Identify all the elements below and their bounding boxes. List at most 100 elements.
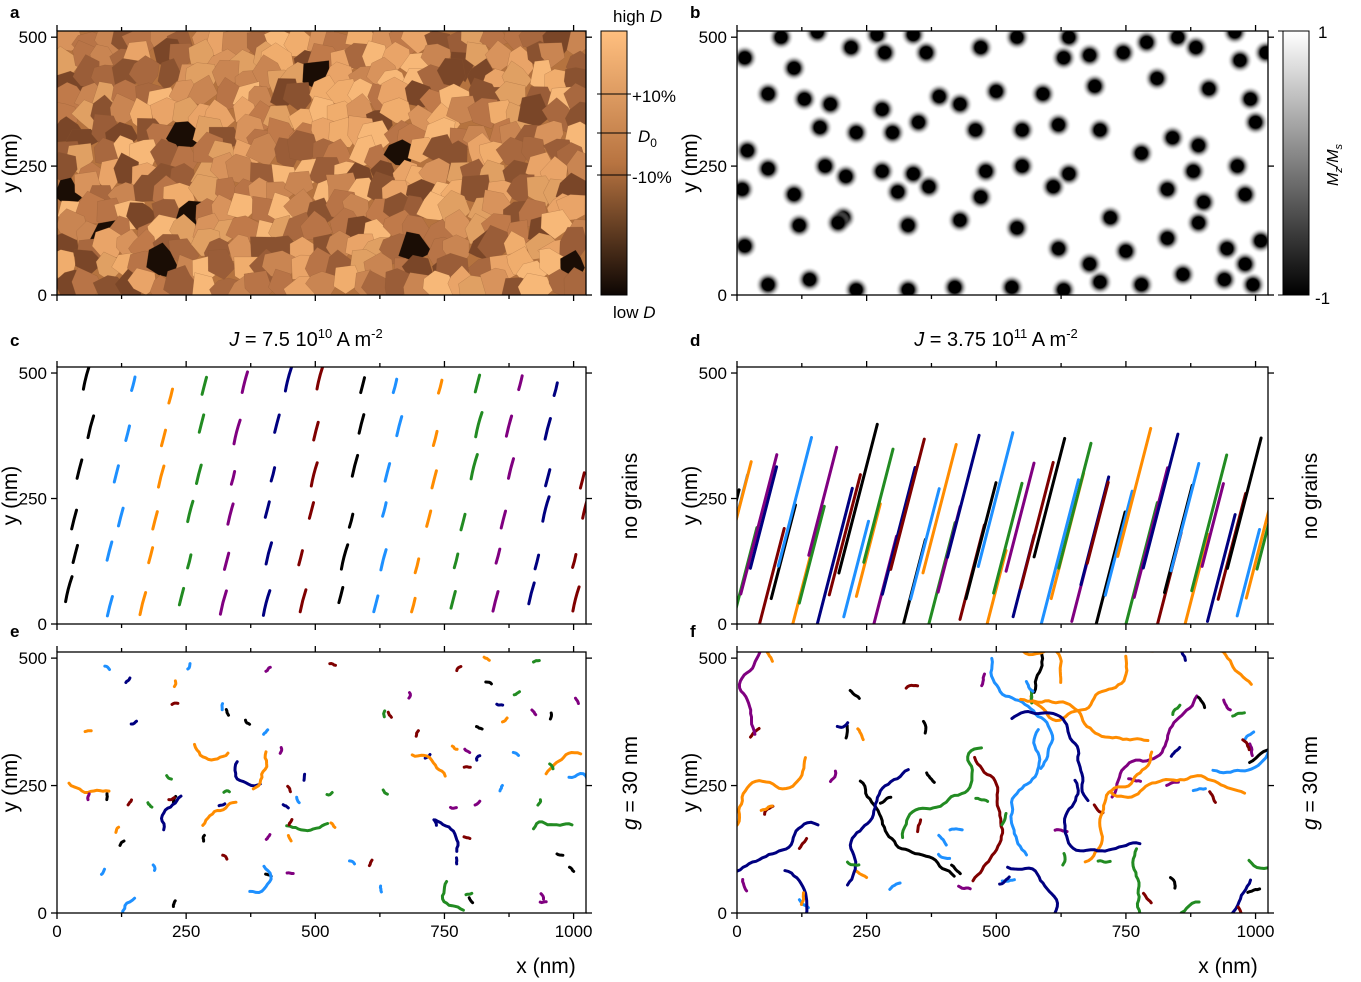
skyrmion xyxy=(1169,261,1196,288)
trajectory xyxy=(1196,695,1207,710)
trajectory xyxy=(739,453,779,596)
skyrmion xyxy=(1239,271,1266,295)
trajectory xyxy=(904,683,920,690)
trajectory xyxy=(432,818,438,827)
ytick-label: 0 xyxy=(718,286,727,305)
trajectory xyxy=(916,818,923,834)
y-axis-label: y (nm) xyxy=(679,466,702,526)
colorbar-a-bottom: low D xyxy=(613,303,656,322)
trajectory xyxy=(1241,738,1251,752)
colorbar-b-max: 1 xyxy=(1318,23,1327,42)
trajectory xyxy=(589,424,593,439)
skyrmion xyxy=(737,176,756,203)
trajectory xyxy=(1222,698,1232,712)
trajectory xyxy=(783,869,809,913)
trajectory xyxy=(261,589,272,617)
trajectory xyxy=(1019,460,1055,590)
skyrmion xyxy=(1232,181,1259,208)
trajectory xyxy=(379,548,388,572)
trajectory xyxy=(737,652,762,736)
trajectory xyxy=(463,747,472,755)
skyrmion xyxy=(1045,235,1072,262)
trajectory xyxy=(1248,748,1268,764)
ytick-label: 0 xyxy=(718,904,727,923)
colorbar-a-label-minus10: -10% xyxy=(632,168,672,187)
trajectory xyxy=(555,852,565,857)
trajectory xyxy=(218,589,228,616)
trajectory xyxy=(269,466,277,483)
trajectory xyxy=(449,590,457,610)
grain xyxy=(540,209,574,240)
grain xyxy=(186,74,219,107)
trajectory xyxy=(889,437,926,571)
trajectory xyxy=(1243,730,1256,742)
trajectory xyxy=(1010,710,1090,803)
trajectory xyxy=(118,839,126,847)
trajectory xyxy=(473,373,482,394)
trajectory xyxy=(1248,742,1254,758)
trajectory xyxy=(922,719,928,735)
ytick-label: 500 xyxy=(19,28,47,47)
trajectory xyxy=(807,445,839,557)
trajectory xyxy=(298,588,308,614)
trajectory xyxy=(160,794,183,832)
trajectory xyxy=(378,884,383,894)
trajectory xyxy=(297,549,304,567)
trajectory xyxy=(217,802,227,808)
colorbar-a xyxy=(600,30,628,296)
skyrmion xyxy=(755,80,782,107)
row-label-g30-f: g = 30 nm xyxy=(1299,736,1322,830)
trajectory xyxy=(129,719,138,726)
trajectory xyxy=(103,664,111,671)
trajectory xyxy=(157,464,166,489)
trajectory xyxy=(86,414,96,440)
trajectory xyxy=(226,502,235,526)
trajectory xyxy=(758,527,786,624)
trajectory xyxy=(285,822,330,833)
trajectory xyxy=(195,463,203,485)
y-axis-label: y (nm) xyxy=(0,133,22,193)
skyrmion xyxy=(1252,39,1268,66)
trajectory xyxy=(854,869,869,879)
grain-map xyxy=(57,31,586,295)
skyrmion xyxy=(1097,204,1124,231)
trajectory xyxy=(1032,436,1067,559)
trajectory xyxy=(285,871,295,875)
skyrmion xyxy=(1009,117,1036,143)
skyrmion xyxy=(1004,31,1031,51)
trajectory xyxy=(475,725,484,731)
trajectory xyxy=(248,864,273,894)
x-axis-label: x (nm) xyxy=(516,955,576,978)
trajectory xyxy=(462,835,472,840)
grain xyxy=(74,249,104,275)
trajectory xyxy=(262,728,270,736)
skyrmion xyxy=(804,31,831,46)
panel-letter-c: c xyxy=(10,331,19,350)
skyrmion xyxy=(812,153,839,180)
trajectory xyxy=(177,586,186,607)
skyrmion xyxy=(871,39,898,66)
trajectory xyxy=(64,575,74,604)
current-title-d: J = 3.75 1011 A m-2 xyxy=(913,326,1078,351)
grain xyxy=(517,272,553,295)
xtick-label: 750 xyxy=(430,922,458,941)
trajectory xyxy=(114,825,121,834)
trajectory xyxy=(858,779,956,878)
trajectory xyxy=(167,796,176,802)
trajectory xyxy=(455,665,463,673)
trajectory xyxy=(222,789,231,794)
trajectory xyxy=(544,468,552,488)
y-axis-label: y (nm) xyxy=(0,753,22,813)
trajectory xyxy=(1110,694,1199,799)
trajectory xyxy=(151,510,159,531)
trajectory xyxy=(315,367,325,391)
xtick-label: 1000 xyxy=(555,922,593,941)
trajectory xyxy=(105,792,109,802)
skyrmion xyxy=(1237,86,1264,113)
trajectory xyxy=(900,746,983,839)
panel-letter-a: a xyxy=(10,3,20,22)
trajectory xyxy=(350,453,360,478)
skyrmion xyxy=(1029,80,1056,107)
skyrmion xyxy=(1112,238,1139,265)
trajectory xyxy=(842,519,870,619)
